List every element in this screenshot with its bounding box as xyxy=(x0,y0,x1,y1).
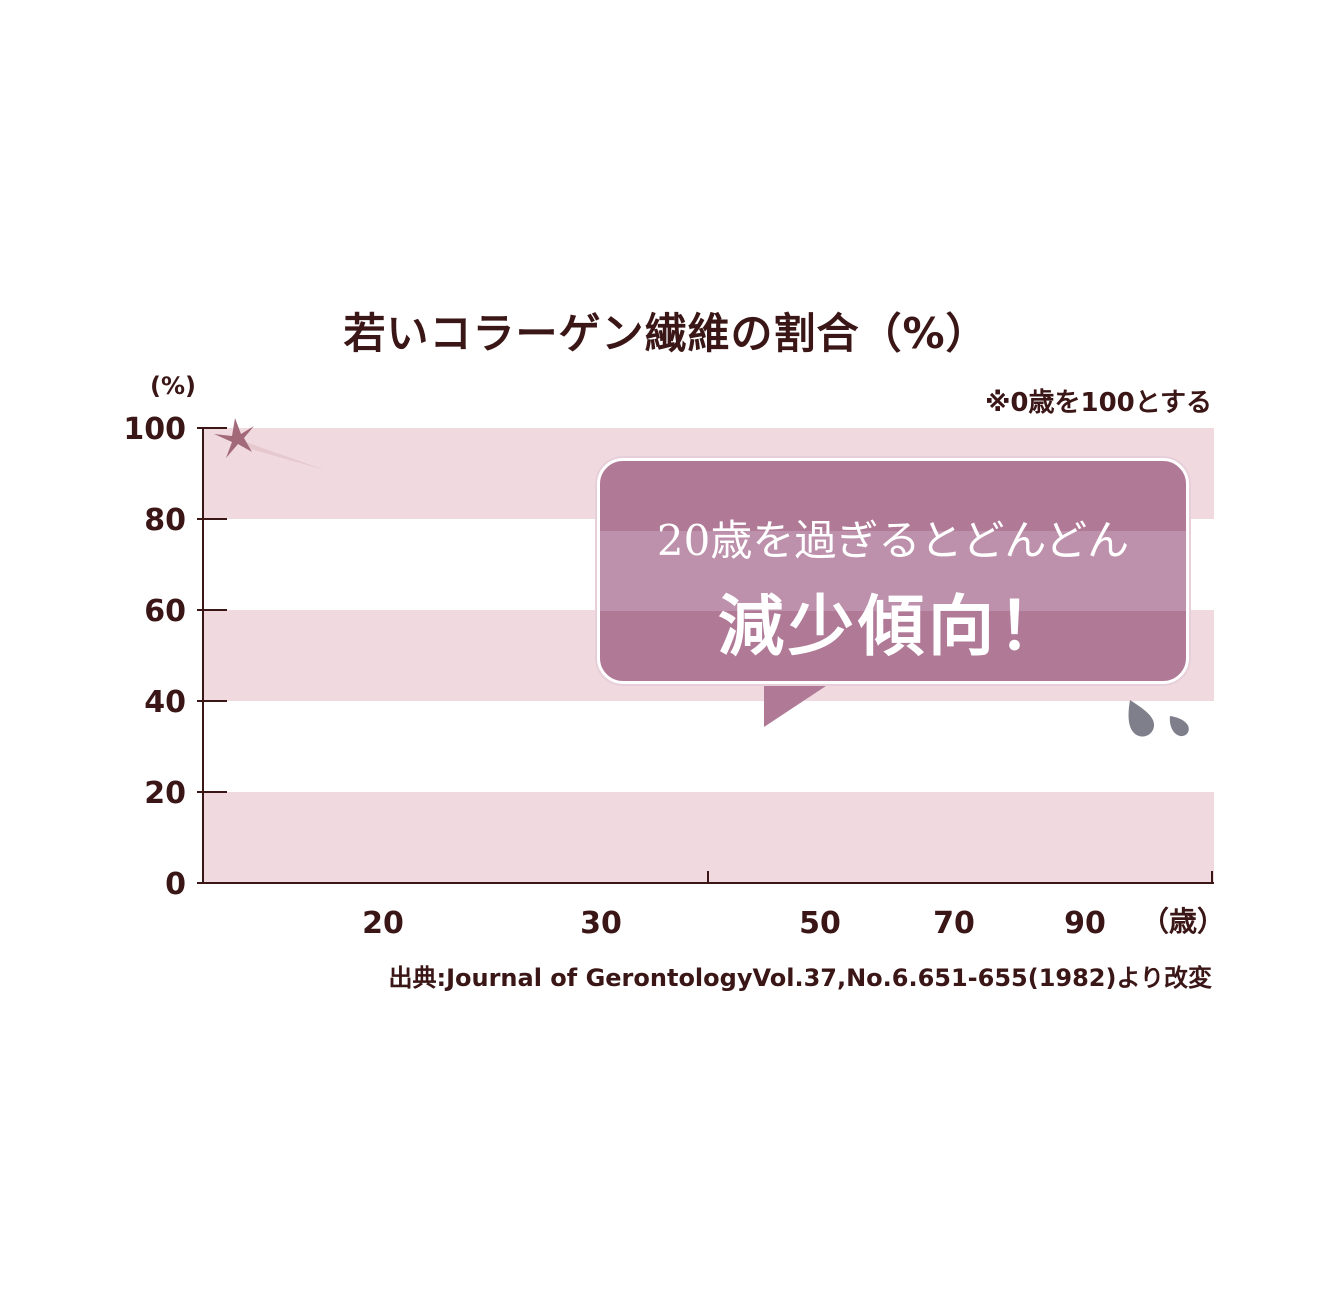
y-axis-unit: (%) xyxy=(150,372,196,400)
x-tick-label: 30 xyxy=(580,906,622,941)
sweat-drops-icon xyxy=(1128,700,1189,737)
x-axis-unit: （歳） xyxy=(1141,905,1225,938)
grid-band xyxy=(203,792,1214,883)
y-tick-label: 60 xyxy=(144,594,186,629)
chart-title: 若いコラーゲン繊維の割合（%） xyxy=(343,309,989,358)
y-axis-ticks: 0 20 40 60 80 100 xyxy=(123,412,227,902)
callout-bubble: 20歳を過ぎるとどんどん 減少傾向！ xyxy=(597,458,1189,684)
source-citation: 出典:Journal of GerontologyVol.37,No.6.651… xyxy=(388,964,1213,992)
callout-line1: 20歳を過ぎるとどんどん xyxy=(656,516,1130,565)
callout-tail xyxy=(764,682,832,727)
y-tick-label: 20 xyxy=(144,776,186,811)
x-tick-label: 70 xyxy=(933,906,975,941)
y-tick-label: 0 xyxy=(165,867,186,902)
callout-highlight-band xyxy=(600,531,1186,611)
x-axis-ticks: 20 30 50 70 90 xyxy=(362,906,1106,941)
y-tick-label: 100 xyxy=(123,412,186,447)
y-tick-label: 80 xyxy=(144,503,186,538)
x-tick-label: 20 xyxy=(362,906,404,941)
y-tick-label: 40 xyxy=(144,685,186,720)
x-tick-label: 90 xyxy=(1064,906,1106,941)
sparkle-icon xyxy=(214,418,325,470)
callout-line2: 減少傾向！ xyxy=(718,587,1068,665)
x-tick-label: 50 xyxy=(799,906,841,941)
baseline-note: ※0歳を100とする xyxy=(985,388,1212,418)
